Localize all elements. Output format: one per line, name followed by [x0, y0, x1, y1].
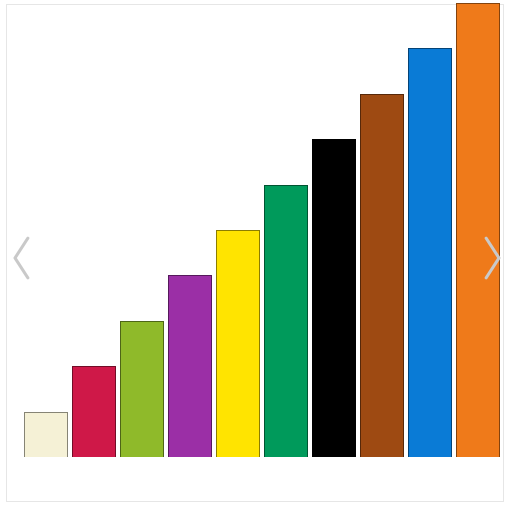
bar-2 — [72, 366, 116, 457]
bar-6 — [264, 185, 308, 457]
bar-3 — [120, 321, 164, 457]
chart-card — [6, 4, 504, 502]
chevron-left-icon — [8, 234, 36, 282]
carousel-prev-button[interactable] — [4, 230, 40, 286]
bar-5 — [216, 230, 260, 457]
bar-8 — [360, 94, 404, 457]
carousel-next-button[interactable] — [474, 230, 510, 286]
bar-chart — [23, 3, 501, 457]
bar-4 — [168, 275, 212, 457]
chevron-right-icon — [478, 234, 506, 282]
bar-7 — [312, 139, 356, 457]
bar-1 — [24, 412, 68, 457]
bar-9 — [408, 48, 452, 457]
